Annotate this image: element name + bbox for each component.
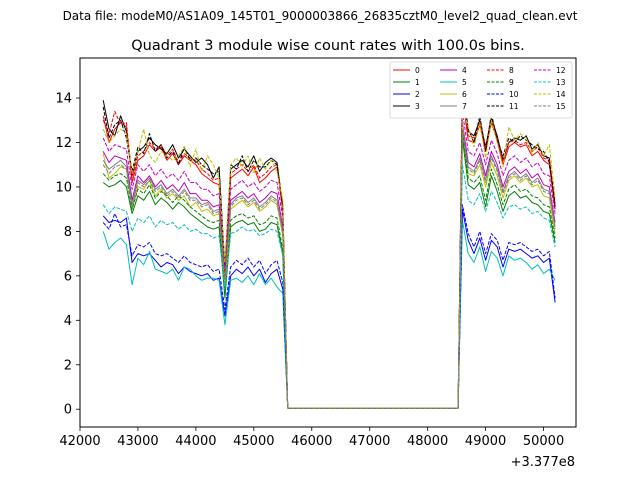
x-tick-label: 46000 [291,434,332,449]
chart-suptitle: Data file: modeM0/AS1A09_145T01_90000038… [63,9,578,23]
legend-label-4: 4 [462,66,467,75]
legend-label-15: 15 [556,102,566,111]
series-line-0 [102,95,556,409]
y-tick-label: 0 [64,403,72,418]
series-line-9 [102,130,556,409]
axes-frame [79,57,577,428]
x-tick-label: 50000 [523,434,564,449]
series-line-12 [102,110,556,409]
legend-label-12: 12 [556,66,566,75]
x-tick-label: 42000 [59,434,100,449]
x-tick-label: 49000 [465,434,506,449]
legend-label-7: 7 [462,102,467,111]
series-line-15 [102,133,556,409]
legend-label-9: 9 [509,78,514,87]
y-tick-label: 8 [64,225,72,240]
chart-title: Quadrant 3 module wise count rates with … [131,38,525,54]
plot-area [102,79,556,409]
legend-label-0: 0 [415,66,420,75]
series-line-1 [102,137,556,409]
series-line-7 [102,128,556,409]
legend-label-13: 13 [556,78,566,87]
x-tick-label: 48000 [407,434,448,449]
y-tick-label: 10 [55,180,72,195]
series-line-4 [102,122,556,409]
legend-label-1: 1 [415,78,420,87]
series-line-8 [102,79,556,409]
legend-label-2: 2 [415,90,420,99]
x-tick-label: 43000 [117,434,158,449]
legend-frame [389,61,573,119]
x-tick-label: 47000 [349,434,390,449]
legend-label-10: 10 [509,90,519,99]
y-tick-label: 2 [64,358,72,373]
x-tick-labels: 42000 43000 44000 45000 46000 47000 48000 49000… [59,434,564,449]
legend-label-6: 6 [462,90,467,99]
legend-label-3: 3 [415,102,420,111]
tick-marks [76,97,544,431]
legend-label-5: 5 [462,78,467,87]
x-offset-label: +3.377e8 [511,455,575,470]
series-line-13 [102,164,556,409]
x-tick-label: 45000 [233,434,274,449]
legend-label-8: 8 [509,66,514,75]
x-tick-label: 44000 [175,434,216,449]
series-line-5 [102,219,556,409]
y-tick-label: 6 [64,269,72,284]
y-tick-label: 14 [55,92,72,107]
series-line-10 [102,204,556,409]
series-line-2 [102,208,556,409]
y-tick-label: 4 [64,314,72,329]
series-line-14 [102,106,556,409]
y-tick-label: 12 [55,136,72,151]
legend-label-14: 14 [556,90,566,99]
legend-label-11: 11 [509,102,519,111]
series-line-11 [102,82,556,409]
series-line-6 [102,124,556,409]
y-tick-labels: 0 2 4 6 8 10 12 14 [55,92,72,418]
